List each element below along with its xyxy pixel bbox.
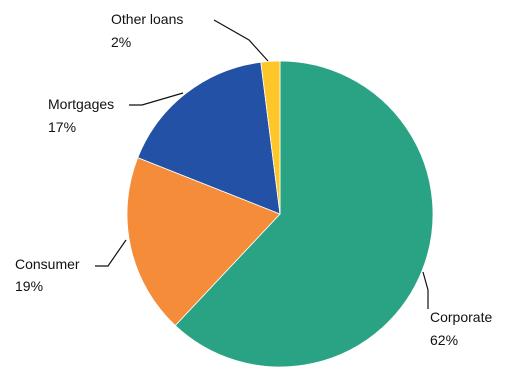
leader-line-consumer — [95, 239, 127, 267]
leader-line-mortgages — [129, 92, 184, 106]
pie-slices — [126, 60, 434, 368]
label-corporate-name: Corporate — [430, 309, 492, 325]
label-mortgages-name: Mortgages — [48, 96, 114, 112]
label-consumer-name: Consumer — [15, 256, 80, 272]
pie-slice-corporate — [174, 60, 434, 368]
pie-slice-mortgages — [137, 61, 281, 215]
pie-slice-consumer — [126, 157, 281, 327]
label-corporate-value: 62% — [430, 332, 458, 348]
leader-line-corporate — [422, 271, 429, 309]
label-consumer-value: 19% — [15, 278, 43, 294]
pie-slice-other-loans — [260, 60, 281, 215]
leader-line-other-loans — [213, 19, 269, 62]
label-mortgages-value: 17% — [48, 119, 76, 135]
label-other-loans-value: 2% — [111, 34, 131, 50]
label-other-loans-name: Other loans — [111, 11, 183, 27]
